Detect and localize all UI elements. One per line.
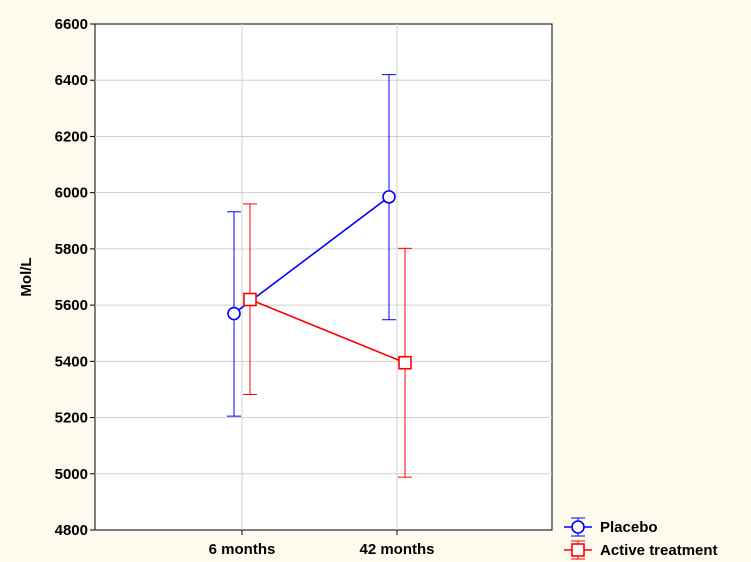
x-tick-label: 6 months xyxy=(209,541,276,558)
legend-marker xyxy=(571,543,585,557)
y-tick-label: 6400 xyxy=(55,72,88,89)
y-axis: 4800 5000 5200 5400 5600 5800 6000 6200 6400 6600 xyxy=(55,16,95,539)
plot-area xyxy=(94,23,553,531)
data-point xyxy=(243,292,257,307)
x-axis: 6 months 42 months xyxy=(209,530,435,558)
y-tick-label: 6600 xyxy=(55,16,88,33)
y-tick-label: 5000 xyxy=(55,466,88,483)
legend-label: Active treatment xyxy=(600,542,718,559)
y-tick-label: 6200 xyxy=(55,128,88,145)
x-tick-label: 42 months xyxy=(359,541,434,558)
y-tick-label: 5200 xyxy=(55,410,88,427)
legend-label: Placebo xyxy=(600,519,658,536)
y-tick-label: 5400 xyxy=(55,353,88,370)
legend-item: Placebo xyxy=(564,517,658,537)
data-point xyxy=(398,355,412,370)
series-line xyxy=(249,298,406,364)
legend: Placebo Active treatment xyxy=(564,517,718,560)
data-point xyxy=(382,190,396,204)
grid xyxy=(95,24,552,530)
y-tick-label: 5600 xyxy=(55,297,88,314)
legend-item: Active treatment xyxy=(564,540,718,560)
y-tick-label: 6000 xyxy=(55,185,88,202)
y-axis-title: Mol/L xyxy=(18,257,35,296)
series-0 xyxy=(227,74,396,417)
legend-marker xyxy=(571,520,585,534)
series-1 xyxy=(243,203,412,478)
data-point xyxy=(227,306,241,321)
series-line xyxy=(233,196,390,315)
y-tick-label: 5800 xyxy=(55,241,88,258)
series-layer xyxy=(227,74,412,478)
y-tick-label: 4800 xyxy=(55,522,88,539)
